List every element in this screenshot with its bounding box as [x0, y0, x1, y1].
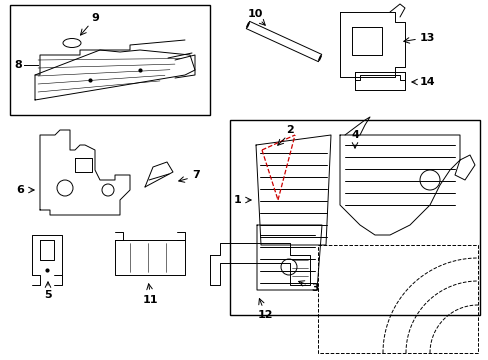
- Text: 2: 2: [285, 125, 293, 135]
- Text: 1: 1: [234, 195, 242, 205]
- Text: 13: 13: [419, 33, 434, 43]
- Text: 3: 3: [310, 283, 318, 293]
- Text: 7: 7: [192, 170, 200, 180]
- Text: 6: 6: [16, 185, 24, 195]
- Text: 5: 5: [44, 290, 52, 300]
- Text: 8: 8: [14, 60, 22, 70]
- Text: 9: 9: [91, 13, 99, 23]
- Bar: [229, 120, 479, 315]
- Text: 12: 12: [257, 310, 272, 320]
- Text: 14: 14: [419, 77, 435, 87]
- Text: 4: 4: [350, 130, 358, 140]
- Bar: [10, 5, 209, 115]
- Ellipse shape: [63, 39, 81, 48]
- Text: 10: 10: [247, 9, 262, 19]
- Text: 11: 11: [142, 295, 158, 305]
